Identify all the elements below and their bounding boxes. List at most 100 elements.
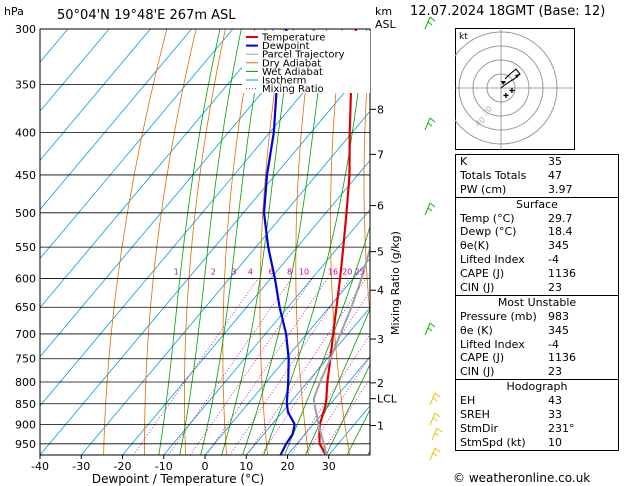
legend-entry: Isotherm bbox=[262, 76, 306, 87]
legend-entry: Parcel Trajectory bbox=[262, 50, 345, 61]
index-label: PW (cm) bbox=[460, 182, 507, 196]
height-tick-label: 2 bbox=[377, 377, 384, 390]
mixing-ratio-line bbox=[246, 278, 367, 455]
index-row: StmDir 231° bbox=[456, 422, 618, 436]
pressure-tick-label: 350 bbox=[15, 78, 36, 91]
index-row: K 35 bbox=[456, 155, 618, 169]
legend-entry: Mixing Ratio bbox=[262, 84, 324, 95]
index-row: Temp (°C) 29.7 bbox=[456, 212, 618, 226]
wind-barb-icon bbox=[429, 392, 441, 406]
index-row: Lifted Index -4 bbox=[456, 338, 618, 352]
index-label: CAPE (J) bbox=[460, 351, 505, 365]
height-tick-label: LCL bbox=[377, 393, 398, 406]
index-label: Pressure (mb) bbox=[460, 309, 537, 323]
legend-entry: Dry Adiabat bbox=[262, 58, 321, 69]
index-row: θe(K) 345 bbox=[456, 239, 618, 253]
x-tick-label: 10 bbox=[239, 460, 253, 473]
isotherm-line bbox=[122, 159, 370, 455]
index-value: 43 bbox=[548, 394, 562, 408]
isotherm-line bbox=[40, 29, 234, 260]
height-unit: km bbox=[375, 5, 392, 18]
index-label: Lifted Index bbox=[460, 337, 525, 351]
mixing-ratio-label: 8 bbox=[287, 267, 292, 276]
dry-adiabat-line bbox=[329, 29, 350, 455]
dry-adiabat-line bbox=[259, 29, 285, 455]
index-value: 33 bbox=[548, 408, 562, 422]
indices-table: K 35 Totals Totals 47 PW (cm) 3.97 Surface Te… bbox=[455, 154, 619, 451]
height-tick-label: 7 bbox=[377, 148, 384, 161]
mixing-ratio-label: 1 bbox=[174, 267, 179, 276]
wet-adiabat-line bbox=[325, 363, 370, 455]
wet-adiabat-line bbox=[305, 308, 370, 455]
legend-entry: Wet Adiabat bbox=[262, 67, 323, 78]
index-label: StmDir bbox=[460, 421, 499, 435]
index-row: EH 43 bbox=[456, 394, 618, 408]
index-row: CAPE (J) 1136 bbox=[456, 267, 618, 281]
index-value: 983 bbox=[548, 309, 569, 323]
axes: 3003504004505005506006507007508008509009… bbox=[15, 23, 398, 473]
index-label: StmSpd (kt) bbox=[460, 435, 526, 449]
pressure-tick-label: 550 bbox=[15, 241, 36, 254]
isotherm-line bbox=[40, 29, 316, 358]
index-label: CAPE (J) bbox=[460, 267, 505, 281]
skewt-diagram: 3003504004505005506006507007508008509009… bbox=[4, 5, 443, 486]
height-tick-label: 3 bbox=[377, 333, 384, 346]
section-title: Surface bbox=[516, 197, 558, 211]
mixing-ratio-line bbox=[305, 355, 370, 455]
legend-box bbox=[242, 31, 370, 93]
isotherm-line bbox=[40, 29, 151, 161]
height-tick-label: 1 bbox=[377, 420, 384, 433]
hodo-unit: kt bbox=[459, 32, 468, 42]
isotherm-line bbox=[80, 110, 370, 455]
hodo-storm-motion-icon: ✚ bbox=[503, 92, 509, 100]
index-value: 1136 bbox=[548, 351, 576, 365]
index-value: 1136 bbox=[548, 267, 576, 281]
sounding-profiles bbox=[262, 29, 370, 455]
index-value: 345 bbox=[548, 239, 569, 253]
dry-adiabat-line bbox=[144, 29, 197, 455]
mixing-ratio-label: 3 bbox=[231, 267, 236, 276]
wind-barb-icon bbox=[424, 202, 436, 216]
index-value: 35 bbox=[548, 155, 562, 168]
index-value: 23 bbox=[548, 281, 562, 295]
mixing-ratio-label: 25 bbox=[355, 267, 365, 276]
dry-adiabat-line bbox=[103, 29, 168, 455]
mixing-ratio-line bbox=[206, 278, 328, 455]
wind-barb-icon bbox=[424, 117, 436, 131]
index-row: Lifted Index -4 bbox=[456, 253, 618, 267]
index-label: θe(K) bbox=[460, 239, 490, 253]
x-tick-label: -30 bbox=[72, 460, 90, 473]
index-row: CIN (J) 23 bbox=[456, 365, 618, 379]
pressure-unit: hPa bbox=[4, 5, 24, 18]
mixing-ratio-label: 16 bbox=[328, 267, 338, 276]
isotherm-line bbox=[40, 61, 370, 455]
wet-adiabat-line bbox=[200, 29, 266, 455]
index-value: 29.7 bbox=[548, 211, 573, 225]
index-label: Dewp (°C) bbox=[460, 225, 517, 239]
copyright-footer: © weatheronline.co.uk bbox=[453, 471, 591, 485]
pressure-tick-label: 400 bbox=[15, 127, 36, 140]
index-row: θe (K) 345 bbox=[456, 324, 618, 338]
profile-parcel-trajectory bbox=[312, 244, 370, 455]
mixing-ratio-label: 2 bbox=[211, 267, 216, 276]
index-row: Totals Totals 47 bbox=[456, 169, 618, 183]
wet-adiabat-line bbox=[284, 225, 370, 455]
wind-barb-icon bbox=[424, 322, 436, 336]
index-row: PW (cm) 3.97 bbox=[456, 183, 618, 197]
hodo-storm-motion-icon: ✚ bbox=[509, 87, 515, 95]
x-axis-label: Dewpoint / Temperature (°C) bbox=[92, 472, 264, 486]
isotherm-line bbox=[287, 356, 370, 455]
isotherm-line bbox=[40, 29, 192, 211]
legend-entry: Dewpoint bbox=[262, 41, 310, 52]
index-row: StmSpd (kt) 10 bbox=[456, 436, 618, 450]
pressure-tick-label: 450 bbox=[15, 169, 36, 182]
index-value: 23 bbox=[548, 365, 562, 379]
index-row: CAPE (J) 1136 bbox=[456, 351, 618, 365]
section-title: Hodograph bbox=[506, 380, 568, 394]
x-tick-label: -20 bbox=[114, 460, 132, 473]
wet-adiabat-line bbox=[221, 29, 294, 455]
location-label: 50°04'N 19°48'E 267m ASL bbox=[57, 8, 236, 23]
wind-barb-icon bbox=[424, 16, 436, 30]
height-tick-label: 4 bbox=[377, 284, 384, 297]
index-row: CIN (J) 23 bbox=[456, 281, 618, 295]
